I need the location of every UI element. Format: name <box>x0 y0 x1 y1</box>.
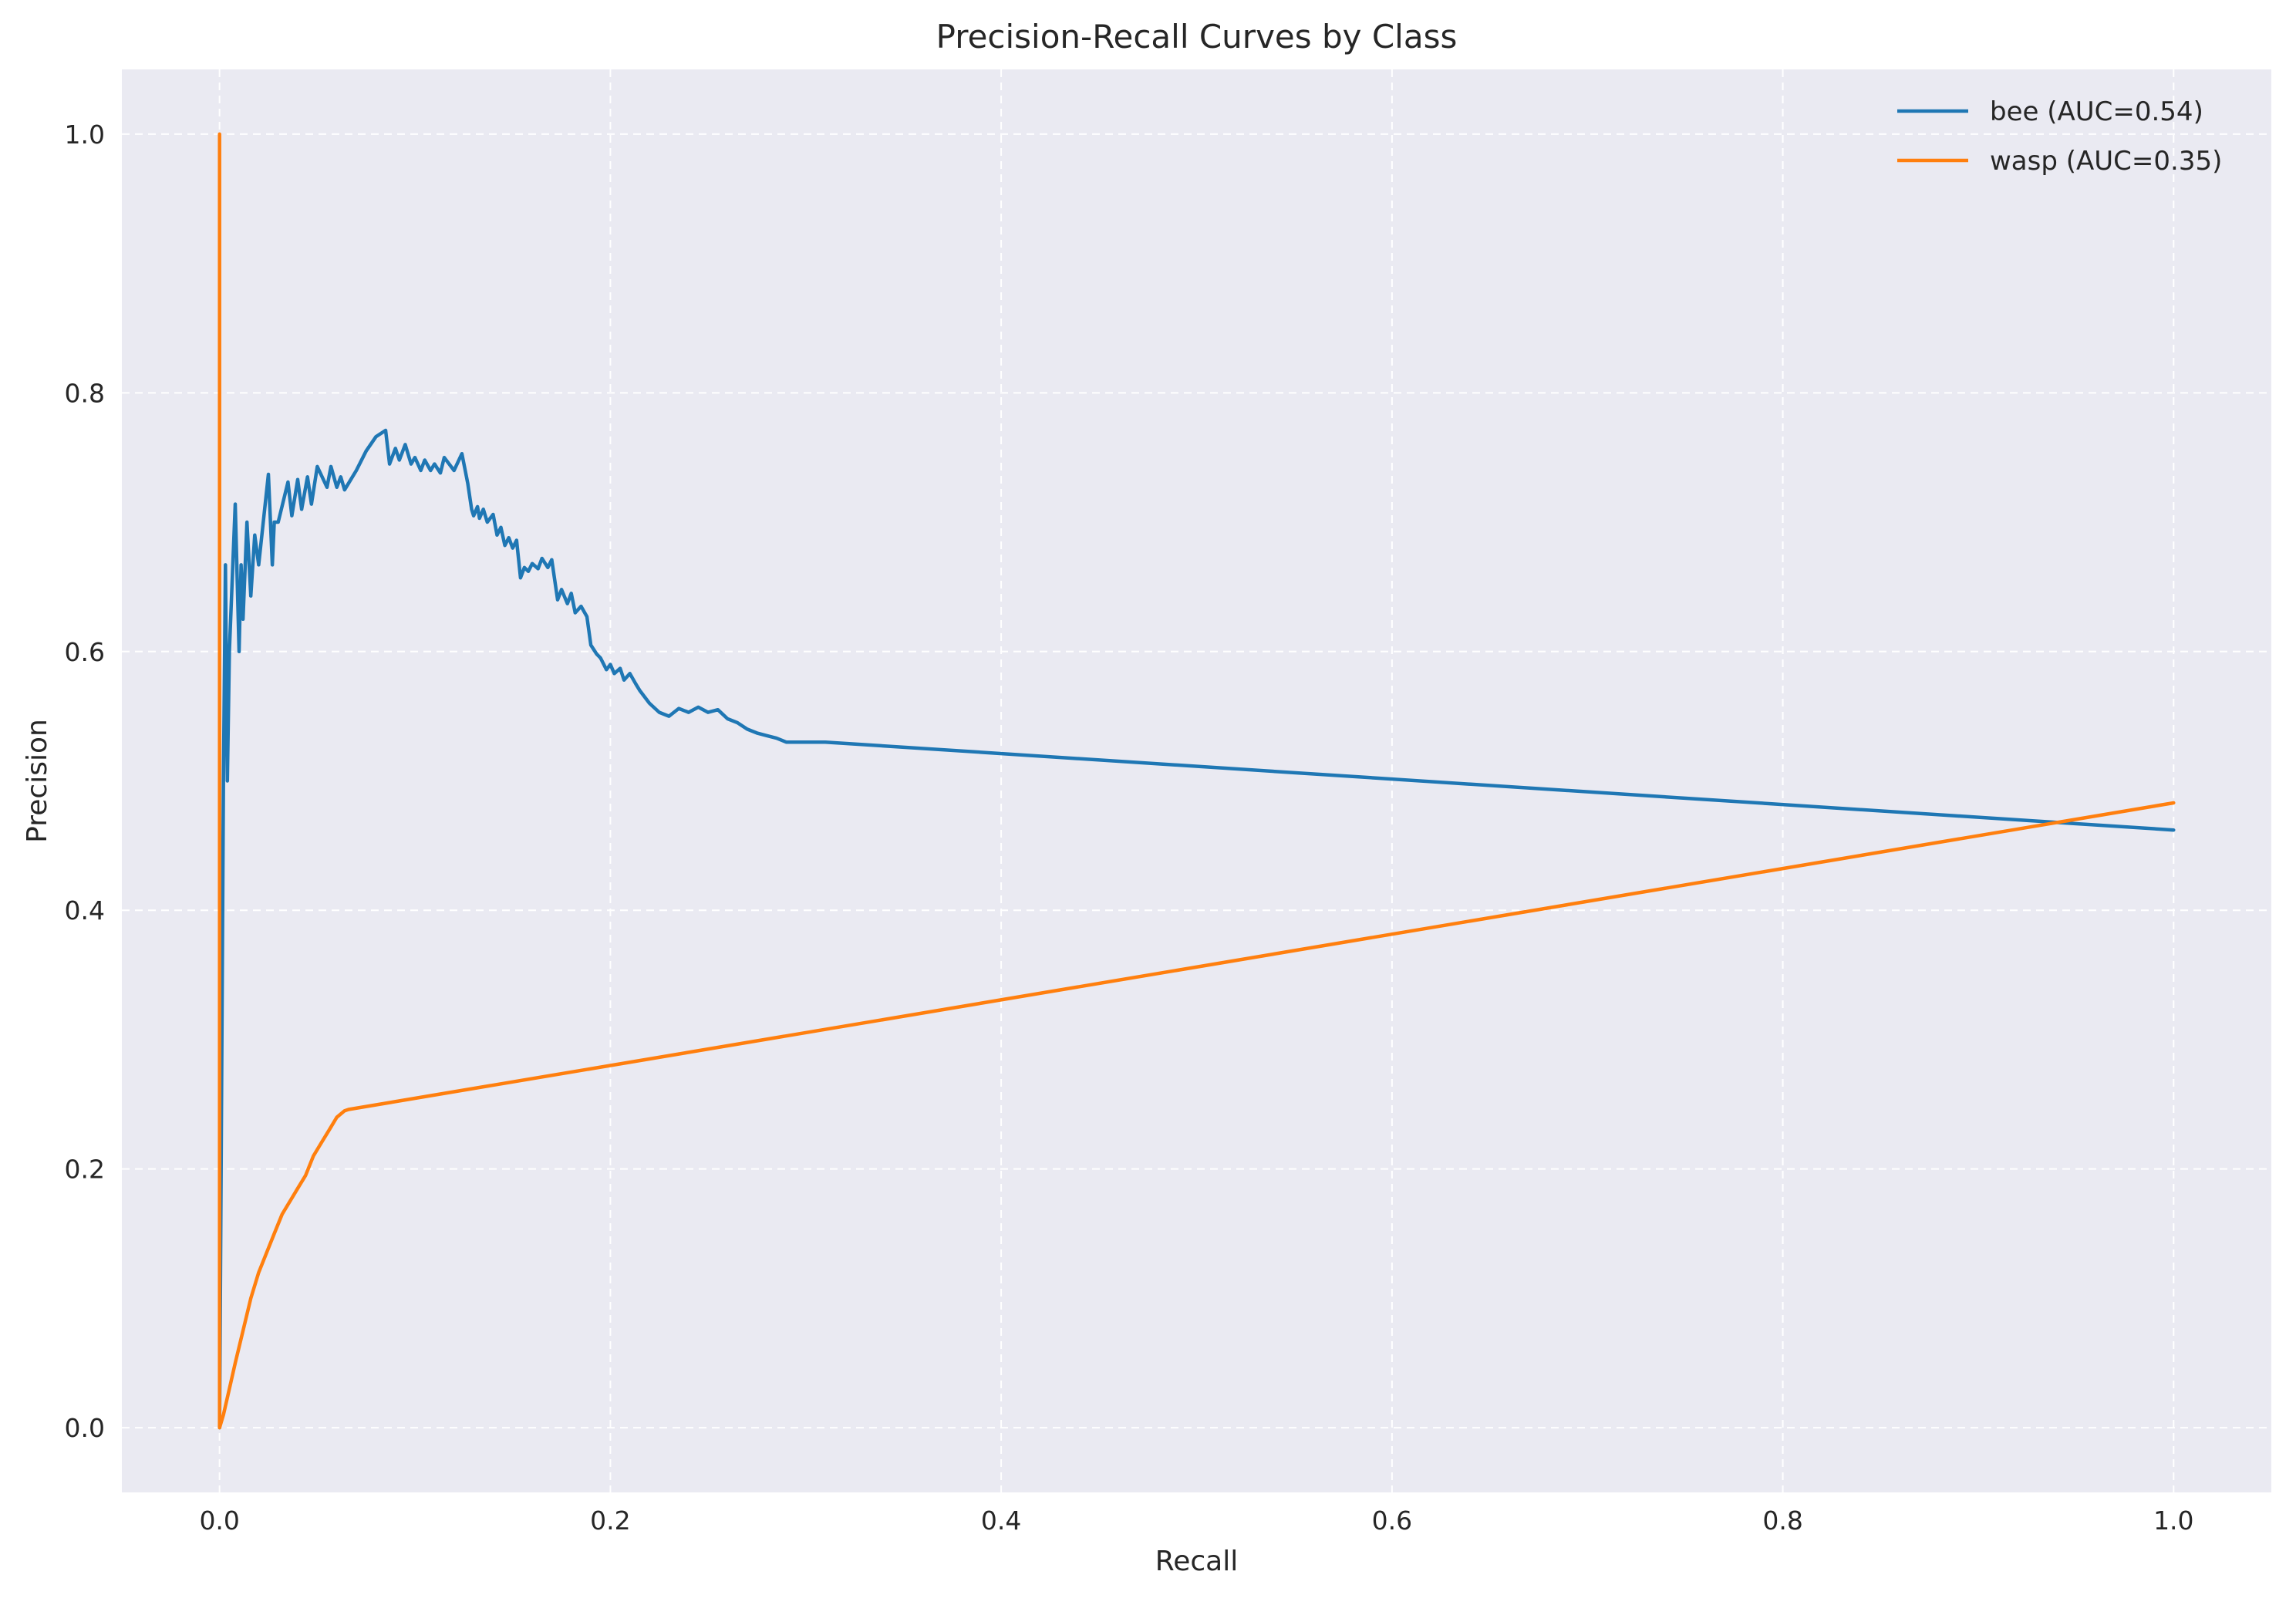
legend-label-bee: bee (AUC=0.54) <box>1990 96 2203 127</box>
x-tick-label: 0.2 <box>590 1506 630 1536</box>
series-line-bee <box>217 428 2176 1430</box>
series-lines <box>217 132 2176 1430</box>
x-tick-label: 1.0 <box>2153 1506 2193 1536</box>
y-axis-label: Precision <box>22 719 53 843</box>
series-line-wasp <box>217 132 2176 1430</box>
x-axis-ticks: 0.0 0.2 0.4 0.6 0.8 1.0 <box>199 1506 2193 1536</box>
legend-label-wasp: wasp (AUC=0.35) <box>1990 146 2222 177</box>
y-tick-label: 0.6 <box>65 637 105 667</box>
x-tick-label: 0.4 <box>981 1506 1021 1536</box>
chart-title: Precision-Recall Curves by Class <box>936 18 1458 56</box>
y-tick-label: 0.0 <box>65 1413 105 1443</box>
y-tick-label: 0.4 <box>65 895 105 926</box>
x-tick-label: 0.8 <box>1762 1506 1802 1536</box>
y-tick-label: 0.8 <box>65 378 105 408</box>
x-tick-label: 0.6 <box>1372 1506 1412 1536</box>
y-axis-ticks: 0.0 0.2 0.4 0.6 0.8 1.0 <box>65 120 105 1443</box>
legend: bee (AUC=0.54) wasp (AUC=0.35) <box>1897 96 2222 177</box>
y-tick-label: 0.2 <box>65 1155 105 1185</box>
plot-background <box>122 69 2271 1492</box>
x-tick-label: 0.0 <box>199 1506 239 1536</box>
y-tick-label: 1.0 <box>65 120 105 150</box>
x-axis-label: Recall <box>1155 1546 1238 1577</box>
grid <box>122 69 2271 1492</box>
